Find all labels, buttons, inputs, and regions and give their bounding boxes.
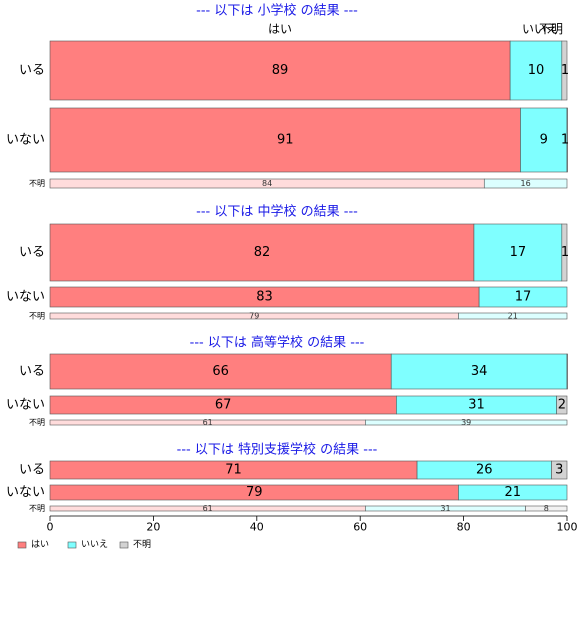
x-tick-label: 80 (457, 521, 471, 534)
legend-swatch-yes (17, 541, 27, 549)
bar-value-label: 84 (262, 179, 272, 188)
row-label: 不明 (29, 504, 45, 513)
bar-value-label: 21 (504, 485, 521, 500)
bar-value-label: 16 (521, 179, 531, 188)
legend-label: はい (31, 539, 49, 550)
bar-value-label: 26 (476, 463, 493, 478)
legend-label: 不明 (133, 539, 151, 550)
bar-segment-yes (49, 107, 521, 173)
x-tick-label: 60 (353, 521, 367, 534)
bar-segment-no (365, 419, 568, 426)
x-tick-label: 20 (146, 521, 160, 534)
column-label-no: いいえ (522, 22, 558, 36)
bar-segment-no (473, 223, 563, 282)
panel-title: --- 以下は 特別支援学校 の結果 --- (177, 442, 378, 458)
bar-value-label: 67 (215, 398, 232, 413)
x-tick-label: 0 (47, 521, 54, 534)
bar-segment-yes (49, 353, 392, 390)
row-label: いる (19, 63, 45, 78)
bar-segment-unknown (525, 505, 568, 512)
bar-segment-unknown (561, 223, 568, 282)
panel-title: --- 以下は 中学校 の結果 --- (196, 204, 358, 220)
bar-segment-unknown (556, 395, 568, 415)
bar-segment-yes (49, 223, 475, 282)
bar-segment-no (520, 107, 568, 173)
bar-segment-no (483, 178, 568, 189)
bar-segment-unknown (561, 40, 568, 101)
bar-value-label: 9 (540, 133, 548, 148)
bar-value-label: 34 (471, 364, 488, 379)
row-label: いる (19, 364, 45, 379)
bar-value-label: 3 (555, 463, 563, 478)
row-label: いない (6, 133, 45, 148)
bar-value-label: 1 (561, 63, 569, 78)
panel-title: --- 以下は 高等学校 の結果 --- (190, 335, 365, 351)
bar-segment-no (478, 286, 568, 308)
legend-swatch-unknown (119, 541, 129, 549)
bar-value-label: 61 (203, 504, 213, 513)
bar-value-label: 82 (254, 245, 271, 260)
bar-value-label: 71 (225, 463, 242, 478)
bar-value-label: 1 (561, 245, 569, 260)
bar-value-label: 79 (249, 312, 259, 321)
bar-value-label: 79 (246, 485, 263, 500)
bar-value-label: 91 (277, 133, 294, 148)
bar-value-label: 83 (256, 290, 273, 305)
row-label: いる (19, 463, 45, 478)
bar-value-label: 8 (544, 504, 549, 513)
legend-label: いいえ (81, 539, 108, 550)
row-label: いない (6, 290, 45, 305)
column-label-unknown: 不明 (539, 22, 563, 36)
row-label: いない (6, 398, 45, 413)
row-label: 不明 (29, 418, 45, 427)
bar-segment-no (390, 353, 568, 390)
bar-value-label: 17 (510, 245, 527, 260)
row-label: いない (6, 485, 45, 500)
bar-value-label: 1 (561, 133, 569, 148)
bar-value-label: 21 (508, 312, 518, 321)
row-label: 不明 (29, 179, 45, 188)
x-tick-label: 100 (557, 521, 578, 534)
bar-segment-no (509, 40, 563, 101)
bar-segment-unknown (566, 107, 568, 173)
x-tick-label: 40 (250, 521, 264, 534)
bar-value-label: 39 (461, 418, 471, 427)
bar-value-label: 31 (440, 504, 450, 513)
bar-value-label: 31 (468, 398, 485, 413)
bar-value-label: 61 (203, 418, 213, 427)
panel-title: --- 以下は 小学校 の結果 --- (196, 3, 358, 19)
bar-value-label: 2 (558, 398, 566, 413)
bar-value-label: 66 (212, 364, 229, 379)
bar-segment-unknown (566, 353, 568, 390)
row-label: 不明 (29, 312, 45, 321)
bar-value-label: 10 (528, 63, 545, 78)
bar-segment-no (458, 484, 568, 501)
column-label-yes: はい (268, 22, 292, 36)
bar-value-label: 89 (272, 63, 289, 78)
row-label: いる (19, 245, 45, 260)
bar-value-label: 17 (515, 290, 532, 305)
bar-segment-unknown (551, 460, 568, 480)
legend-swatch-no (67, 541, 77, 549)
bar-segment-no (458, 312, 568, 320)
